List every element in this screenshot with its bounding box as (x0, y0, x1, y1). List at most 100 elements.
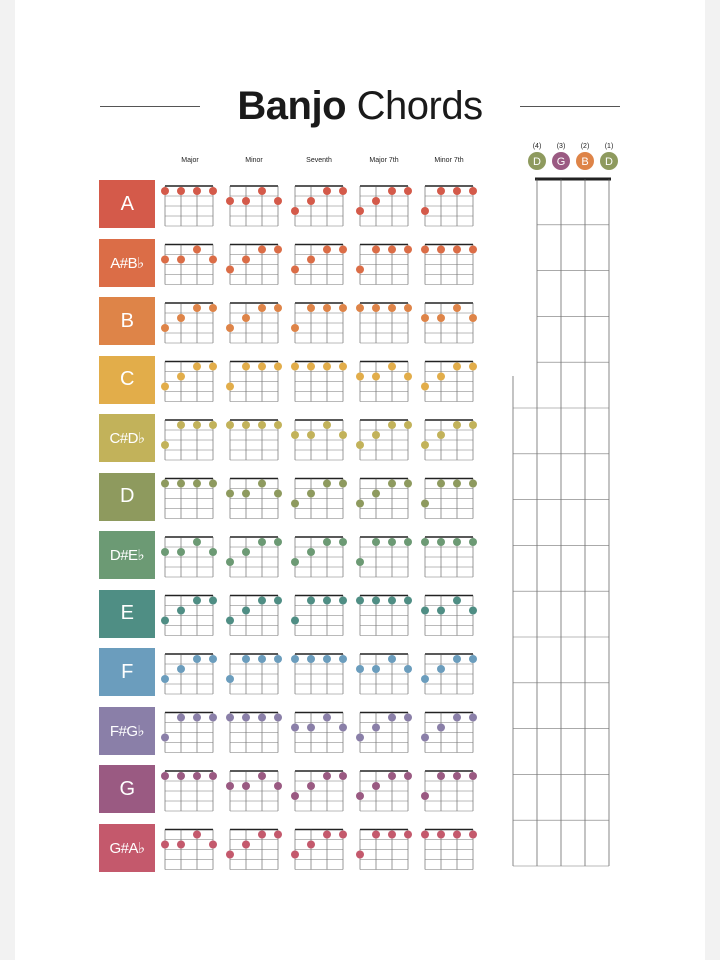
finger-dot (161, 479, 169, 488)
finger-dot (193, 187, 201, 195)
finger-dot (356, 207, 364, 215)
finger-dot (161, 187, 169, 195)
chord-label-text: F#G♭ (109, 722, 145, 740)
finger-dot (339, 538, 347, 546)
finger-dot (291, 792, 299, 800)
chord-label-text: C (120, 368, 134, 390)
finger-dot (453, 187, 461, 195)
finger-dot (356, 850, 364, 859)
finger-dot (226, 421, 234, 429)
finger-dot (242, 606, 250, 615)
finger-dot (291, 655, 299, 663)
chord-diagram (161, 828, 217, 870)
finger-dot (339, 304, 347, 312)
finger-dot (307, 840, 315, 849)
finger-dot (421, 499, 429, 508)
finger-dot (453, 245, 461, 254)
chord-diagram (226, 653, 282, 695)
string-number: (3) (557, 143, 566, 150)
finger-dot (258, 538, 266, 546)
finger-dot (323, 655, 331, 663)
finger-dot (291, 431, 299, 439)
finger-dot (209, 548, 217, 556)
finger-dot (388, 479, 396, 488)
chord-diagram (161, 419, 217, 461)
finger-dot (291, 558, 299, 566)
chord-diagram (356, 828, 412, 870)
finger-dot (453, 596, 461, 605)
finger-dot (356, 499, 364, 508)
finger-dot (372, 723, 380, 732)
chord-diagram (226, 536, 282, 578)
chord-diagram (291, 360, 347, 402)
finger-dot (177, 479, 185, 488)
chord-diagram (356, 711, 412, 753)
chord-diagram (161, 477, 217, 519)
finger-dot (258, 713, 266, 722)
open-note (576, 152, 594, 170)
chord-diagram (356, 360, 412, 402)
finger-dot (209, 655, 217, 663)
chord-diagram (226, 828, 282, 870)
chord-label-text: A (120, 192, 134, 215)
chord-diagram (291, 770, 347, 812)
finger-dot (274, 197, 282, 205)
finger-dot (339, 187, 347, 195)
chord-label-text: E (120, 602, 134, 624)
finger-dot (437, 665, 445, 673)
finger-dot (421, 675, 429, 683)
finger-dot (437, 772, 445, 780)
finger-dot (437, 314, 445, 322)
finger-dot (323, 187, 331, 195)
finger-dot (421, 207, 429, 215)
finger-dot (209, 772, 217, 780)
finger-dot (453, 479, 461, 488)
finger-dot (453, 830, 461, 839)
chord-diagram (226, 419, 282, 461)
title-light: Chords (346, 84, 483, 128)
page-title: Banjo Chords (15, 84, 705, 128)
finger-dot (437, 830, 445, 839)
finger-dot (242, 840, 250, 849)
finger-dot (307, 655, 315, 663)
open-note-label: B (581, 156, 588, 168)
finger-dot (161, 255, 169, 264)
finger-dot (421, 382, 429, 391)
chord-diagram-grid: (4) (3) (2) (1) D G B D (161, 143, 618, 870)
finger-dot (437, 606, 445, 615)
chord-diagram (161, 243, 217, 285)
finger-dot (258, 655, 266, 663)
finger-dot (226, 489, 234, 498)
finger-dot (161, 733, 169, 742)
chord-diagram (356, 185, 412, 227)
finger-dot (274, 245, 282, 254)
finger-dot (323, 245, 331, 254)
finger-dot (226, 782, 234, 790)
chord-label-10: G (99, 765, 155, 813)
finger-dot (421, 538, 429, 546)
finger-dot (226, 713, 234, 722)
finger-dot (388, 187, 396, 195)
finger-dot (177, 372, 185, 381)
chord-diagram (356, 653, 412, 695)
finger-dot (307, 255, 315, 264)
finger-dot (274, 713, 282, 722)
finger-dot (388, 245, 396, 254)
finger-dot (226, 675, 234, 683)
finger-dot (356, 265, 364, 274)
finger-dot (209, 479, 217, 488)
string-number: (1) (605, 143, 614, 150)
finger-dot (372, 538, 380, 546)
finger-dot (339, 479, 347, 488)
finger-dot (469, 713, 477, 722)
finger-dot (209, 421, 217, 429)
finger-dot (453, 713, 461, 722)
finger-dot (177, 606, 185, 615)
finger-dot (356, 665, 364, 673)
finger-dot (193, 655, 201, 663)
finger-dot (242, 314, 250, 322)
finger-dot (372, 665, 380, 673)
chord-label-text: G (119, 777, 135, 800)
chord-diagram (291, 536, 347, 578)
chord-diagram (161, 711, 217, 753)
